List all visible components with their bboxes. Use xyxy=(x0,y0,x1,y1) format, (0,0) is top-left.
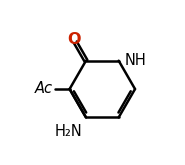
Text: O: O xyxy=(67,32,80,47)
Text: NH: NH xyxy=(124,53,146,68)
Text: Ac: Ac xyxy=(34,81,52,96)
Text: H₂N: H₂N xyxy=(55,124,83,139)
